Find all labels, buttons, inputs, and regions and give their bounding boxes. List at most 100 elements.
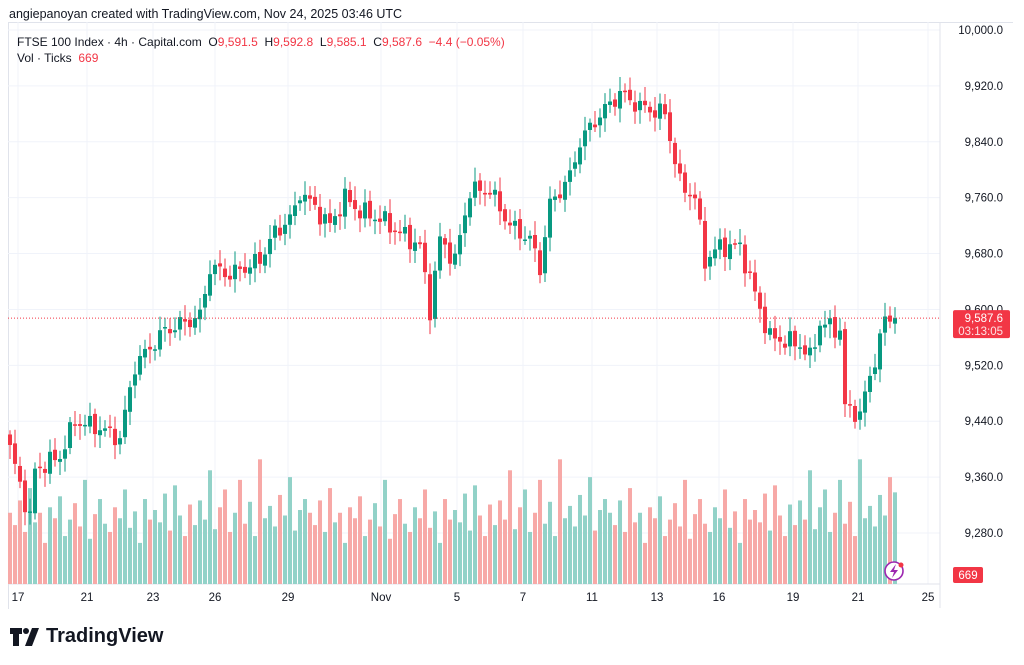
volume-row: Vol · Ticks 669 — [17, 50, 505, 66]
candle-body — [753, 272, 757, 292]
volume-bar — [793, 525, 797, 584]
candle-body — [133, 374, 137, 386]
candle-body — [168, 329, 172, 334]
candle-body — [743, 244, 747, 274]
candle-body — [618, 91, 622, 109]
last-price-badge — [953, 310, 1010, 339]
candle-body — [448, 242, 452, 264]
volume-bar — [693, 514, 697, 584]
x-tick-label: Nov — [371, 592, 392, 604]
volume-bar — [698, 499, 702, 584]
volume-bar — [213, 529, 217, 584]
symbol-label[interactable]: FTSE 100 Index · 4h · Capital.com — [17, 35, 202, 49]
volume-label[interactable]: Vol · Ticks — [17, 51, 72, 65]
volume-bar — [228, 531, 232, 584]
volume-bar — [653, 518, 657, 584]
candle-body — [608, 101, 612, 105]
volume-bar — [648, 507, 652, 584]
volume-bar — [743, 499, 747, 584]
volume-bar — [583, 515, 587, 584]
volume-bar — [263, 518, 267, 584]
candle-body — [18, 465, 22, 482]
candle-body — [738, 242, 742, 245]
volume-bar — [778, 515, 782, 584]
open-label: O — [208, 35, 218, 49]
candle-body — [388, 213, 392, 233]
volume-bar — [823, 489, 827, 584]
volume-bar — [533, 512, 537, 584]
volume-bar — [293, 530, 297, 584]
candle-body — [213, 264, 217, 275]
volume-bar — [43, 542, 47, 584]
candle-body — [488, 192, 492, 195]
volume-bar — [258, 459, 262, 584]
y-tick-label: 9,520.0 — [965, 360, 1003, 372]
volume-bar — [238, 479, 242, 584]
candle-body — [588, 122, 592, 130]
close-label: C — [373, 35, 382, 49]
volume-bar — [178, 515, 182, 584]
volume-bar — [543, 523, 547, 584]
volume-bar — [618, 500, 622, 584]
volume-bar — [683, 479, 687, 584]
volume-bar — [558, 459, 562, 584]
x-tick-label: 11 — [586, 592, 598, 604]
volume-bar — [288, 477, 292, 584]
volume-bar — [858, 459, 862, 584]
volume-bar — [373, 503, 377, 584]
candle-body — [23, 480, 27, 513]
change-value: −4.4 (−0.05%) — [428, 35, 505, 49]
volume-bar — [503, 519, 507, 584]
volume-bar — [133, 511, 137, 584]
candle-body — [783, 343, 787, 348]
credit-text: angiepanoyan created with TradingView.co… — [9, 7, 403, 21]
volume-bar — [233, 512, 237, 584]
volume-bar — [98, 499, 102, 584]
volume-bar — [628, 488, 632, 584]
x-tick-label: 21 — [81, 592, 94, 604]
volume-bar — [123, 489, 127, 584]
candle-body — [523, 239, 527, 241]
volume-bar — [783, 536, 787, 584]
volume-bar — [538, 479, 542, 584]
volume-bar — [863, 518, 867, 584]
volume-bar — [523, 489, 527, 584]
volume-bar — [78, 526, 82, 584]
x-tick-label: 16 — [713, 592, 726, 604]
volume-bar — [578, 494, 582, 584]
candle-body — [548, 198, 552, 238]
candle-body — [53, 449, 57, 461]
volume-bar — [438, 542, 442, 584]
volume-bar — [448, 519, 452, 584]
volume-bar — [13, 525, 17, 584]
candle-body — [453, 253, 457, 265]
volume-bar — [143, 499, 147, 584]
volume-bar — [518, 507, 522, 584]
candle-body — [248, 267, 252, 274]
chart-legend: FTSE 100 Index · 4h · Capital.com O9,591… — [17, 34, 505, 66]
countdown-label: 03:13:05 — [958, 326, 1003, 338]
candle-body — [218, 263, 222, 267]
candle-body — [683, 172, 687, 193]
volume-bar — [878, 494, 882, 584]
candle-body — [893, 318, 897, 324]
volume-bar — [343, 542, 347, 584]
candle-body — [468, 198, 472, 218]
y-tick-label: 9,440.0 — [965, 416, 1003, 428]
candle-body — [773, 328, 777, 339]
logo-text: TradingView — [46, 625, 164, 647]
candle-body — [823, 324, 827, 328]
candle-body — [333, 216, 337, 225]
tradingview-logo[interactable]: TradingView — [10, 625, 163, 648]
volume-bar — [173, 485, 177, 584]
candle-body — [748, 271, 752, 273]
candle-body — [393, 230, 397, 233]
candle-body — [203, 294, 207, 308]
volume-bar — [113, 507, 117, 584]
candle-body — [793, 330, 797, 347]
close-value: 9,587.6 — [381, 35, 422, 49]
volume-bar — [108, 531, 112, 584]
candle-body — [63, 449, 67, 459]
candle-body — [68, 422, 72, 448]
